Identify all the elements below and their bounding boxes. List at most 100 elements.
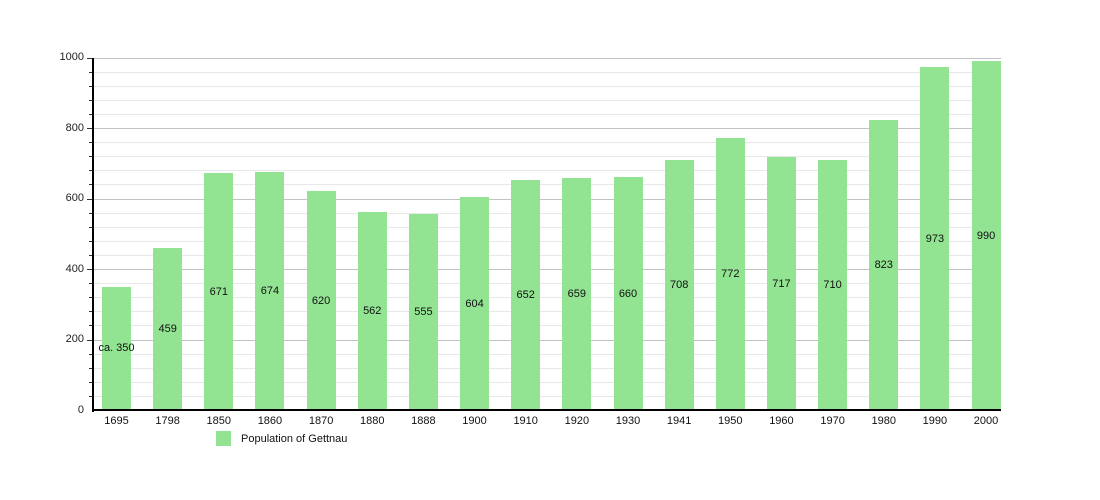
bar-1930 bbox=[613, 177, 643, 410]
bar-value-label: 562 bbox=[363, 304, 382, 317]
y-axis-tick bbox=[89, 353, 94, 355]
y-axis-tick bbox=[89, 395, 94, 397]
x-tick-label: 1920 bbox=[564, 415, 590, 427]
y-axis-tick bbox=[89, 142, 94, 144]
y-axis-tick bbox=[89, 311, 94, 313]
minor-gridline bbox=[94, 381, 1001, 383]
legend-label: Population of Gettnau bbox=[241, 432, 348, 445]
y-axis-tick bbox=[87, 339, 94, 341]
x-tick-label: 1941 bbox=[666, 415, 692, 427]
minor-gridline bbox=[94, 170, 1001, 172]
x-tick-label: 1798 bbox=[155, 415, 180, 427]
bar-1798 bbox=[153, 248, 183, 410]
bar-value-label: 652 bbox=[516, 289, 535, 302]
x-tick-label: 1888 bbox=[411, 415, 436, 427]
bar-value-label: 459 bbox=[158, 323, 177, 336]
bar-1950 bbox=[715, 137, 745, 410]
y-axis-tick bbox=[87, 198, 94, 200]
bar-1990 bbox=[920, 67, 950, 410]
x-tick-label: 1960 bbox=[769, 415, 794, 427]
minor-gridline bbox=[94, 226, 1001, 228]
minor-gridline bbox=[94, 254, 1001, 256]
bar-1888 bbox=[408, 214, 438, 410]
y-axis-tick bbox=[89, 85, 94, 87]
y-axis-tick bbox=[89, 71, 94, 73]
minor-gridline bbox=[94, 142, 1001, 144]
y-axis-tick bbox=[87, 128, 94, 129]
x-tick-label: 2000 bbox=[973, 415, 999, 427]
bar-value-label: 620 bbox=[311, 294, 331, 307]
minor-gridline bbox=[94, 283, 1001, 285]
major-gridline bbox=[94, 269, 1001, 270]
minor-gridline bbox=[94, 156, 1001, 158]
x-tick-label: 1910 bbox=[513, 415, 538, 427]
x-tick-label: 1870 bbox=[308, 415, 334, 427]
bar-1850 bbox=[204, 173, 234, 410]
x-tick-label: 1695 bbox=[104, 415, 129, 427]
x-tick-label: 1970 bbox=[820, 415, 845, 427]
bar-value-label: 717 bbox=[772, 277, 791, 290]
y-axis-tick bbox=[89, 240, 94, 242]
y-axis-tick bbox=[89, 254, 94, 256]
bar-1910 bbox=[511, 180, 541, 410]
x-tick-label: 1880 bbox=[360, 415, 385, 427]
bar-1920 bbox=[562, 177, 592, 410]
y-axis-tick bbox=[89, 367, 94, 369]
minor-gridline bbox=[94, 297, 1001, 299]
minor-gridline bbox=[94, 212, 1001, 214]
bar-value-label: 659 bbox=[567, 287, 587, 300]
bar-1880 bbox=[357, 211, 387, 410]
bar-value-label: 990 bbox=[976, 229, 996, 242]
y-tick-label: 1000 bbox=[59, 51, 84, 63]
y-axis-line bbox=[92, 57, 94, 412]
y-axis-tick bbox=[89, 113, 94, 115]
bar-value-label: 823 bbox=[874, 258, 893, 271]
minor-gridline bbox=[94, 184, 1001, 186]
minor-gridline bbox=[94, 113, 1001, 115]
x-tick-label: 1950 bbox=[718, 415, 743, 427]
bar-value-label: ca. 350 bbox=[98, 342, 135, 355]
y-axis-tick bbox=[87, 269, 94, 270]
minor-gridline bbox=[94, 367, 1001, 369]
bar-1870 bbox=[306, 191, 336, 410]
major-gridline bbox=[94, 339, 1001, 341]
bar-value-label: 671 bbox=[209, 285, 228, 298]
y-axis-tick bbox=[87, 57, 94, 59]
x-tick-label: 1850 bbox=[206, 415, 232, 427]
y-tick-label: 200 bbox=[65, 333, 84, 345]
bar-value-label: 555 bbox=[414, 306, 433, 319]
bar-1941 bbox=[664, 160, 694, 410]
bar-value-label: 710 bbox=[823, 278, 842, 291]
minor-gridline bbox=[94, 71, 1001, 73]
minor-gridline bbox=[94, 325, 1001, 327]
bar-value-label: 708 bbox=[669, 279, 689, 292]
minor-gridline bbox=[94, 85, 1001, 87]
minor-gridline bbox=[94, 240, 1001, 242]
bar-value-label: 604 bbox=[465, 297, 484, 310]
bar-1900 bbox=[460, 197, 490, 410]
bar-value-label: 660 bbox=[618, 287, 638, 300]
y-axis-tick bbox=[89, 325, 94, 327]
bar-2000 bbox=[971, 61, 1001, 410]
x-axis-line bbox=[92, 409, 1001, 411]
y-axis-tick bbox=[89, 297, 94, 299]
legend-swatch-icon bbox=[216, 431, 231, 446]
legend: Population of Gettnau bbox=[216, 431, 347, 446]
x-tick-label: 1930 bbox=[615, 415, 641, 427]
bar-1860 bbox=[255, 172, 285, 410]
y-axis-tick bbox=[89, 226, 94, 228]
bar-value-label: 674 bbox=[260, 285, 280, 298]
x-tick-label: 1980 bbox=[871, 415, 896, 427]
y-axis-tick bbox=[89, 212, 94, 214]
major-gridline bbox=[94, 57, 1001, 59]
minor-gridline bbox=[94, 99, 1001, 101]
y-axis-tick bbox=[89, 184, 94, 186]
y-axis-tick bbox=[89, 283, 94, 285]
y-tick-label: 0 bbox=[77, 403, 84, 416]
y-tick-label: 800 bbox=[65, 121, 84, 134]
y-axis-tick bbox=[89, 99, 94, 101]
bar-1980 bbox=[869, 119, 899, 410]
y-axis-tick bbox=[89, 156, 94, 158]
major-gridline bbox=[94, 198, 1001, 200]
